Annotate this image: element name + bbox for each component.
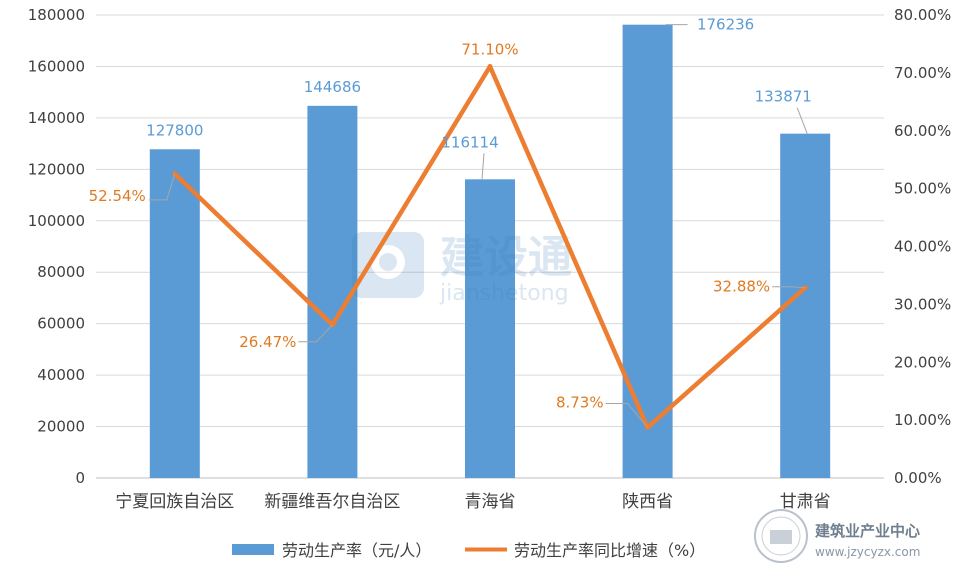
left-tick-label: 0 <box>75 469 85 487</box>
badge-seal-icon <box>754 509 808 563</box>
data-labels: 127800 144686 116114 176236 133871 52.54% 26.4… <box>89 16 812 412</box>
category-axis-labels: 宁夏回族自治区 新疆维吾尔自治区 青海省 陕西省 甘肃省 <box>115 492 830 512</box>
left-tick-label: 80000 <box>37 263 85 281</box>
line-data-label: 52.54% <box>89 187 146 205</box>
left-tick-label: 180000 <box>28 6 85 24</box>
bar-label-leader <box>796 107 808 134</box>
left-tick-label: 60000 <box>37 315 85 333</box>
category-label: 宁夏回族自治区 <box>115 492 234 512</box>
legend-bar-label: 劳动生产率（元/人） <box>282 541 431 560</box>
bar-data-label: 144686 <box>304 78 361 96</box>
left-tick-label: 120000 <box>28 160 85 178</box>
legend-line-label: 劳动生产率同比增速（%） <box>514 541 705 560</box>
left-tick-label: 140000 <box>28 109 85 127</box>
legend-bar-swatch <box>232 544 274 555</box>
line-point <box>487 64 493 70</box>
left-tick-label: 40000 <box>37 366 85 384</box>
line-label-leader <box>148 173 176 201</box>
watermark-logo-icon <box>352 232 424 298</box>
bar-data-label: 116114 <box>441 133 498 151</box>
bar-data-label: 133871 <box>755 88 812 106</box>
bar-series <box>149 24 831 479</box>
bar <box>149 149 200 478</box>
legend: 劳动生产率（元/人） 劳动生产率同比增速（%） <box>232 541 705 560</box>
category-label: 陕西省 <box>622 492 673 512</box>
brand-badge: 建筑业产业中心 www.jzycyzx.com <box>754 509 920 563</box>
right-tick-label: 0.00% <box>894 469 942 487</box>
category-label: 新疆维吾尔自治区 <box>264 492 400 512</box>
badge-name: 建筑业产业中心 <box>815 522 920 540</box>
category-label: 青海省 <box>465 492 516 512</box>
line-data-label: 71.10% <box>461 41 518 59</box>
right-tick-label: 80.00% <box>894 6 951 24</box>
bar-data-label: 176236 <box>697 16 754 34</box>
line-label-leader <box>605 402 648 428</box>
right-tick-label: 10.00% <box>894 411 951 429</box>
left-tick-label: 100000 <box>28 212 85 230</box>
bar <box>622 24 673 478</box>
left-axis-ticks: 0 20000 40000 60000 80000 100000 120000 140000 1… <box>28 6 85 487</box>
bar <box>780 133 831 478</box>
right-tick-label: 70.00% <box>894 64 951 82</box>
right-tick-label: 50.00% <box>894 180 951 198</box>
line-data-label: 32.88% <box>713 278 770 296</box>
right-tick-label: 60.00% <box>894 122 951 140</box>
bar-data-label: 127800 <box>146 121 203 139</box>
line-label-leader <box>298 324 333 343</box>
right-tick-label: 20.00% <box>894 353 951 371</box>
bar <box>465 179 515 479</box>
left-tick-label: 160000 <box>28 57 85 75</box>
bar <box>307 105 358 479</box>
line-data-label: 26.47% <box>239 333 296 351</box>
right-tick-label: 30.00% <box>894 295 951 313</box>
bar-label-leader <box>481 153 485 180</box>
right-tick-label: 40.00% <box>894 238 951 256</box>
watermark: 建设通 jianshetong <box>352 232 572 306</box>
label-leader-lines <box>148 24 808 428</box>
line-data-label: 8.73% <box>556 393 604 411</box>
watermark-text: 建设通 <box>440 232 572 283</box>
line-label-leader <box>772 286 806 289</box>
category-label: 甘肃省 <box>780 492 831 512</box>
right-axis-ticks: 0.00% 10.00% 20.00% 30.00% 40.00% 50.00% 60.00… <box>894 6 951 487</box>
left-tick-label: 20000 <box>37 418 85 436</box>
badge-url: www.jzycyzx.com <box>815 545 920 559</box>
watermark-subtext: jianshetong <box>439 281 569 306</box>
